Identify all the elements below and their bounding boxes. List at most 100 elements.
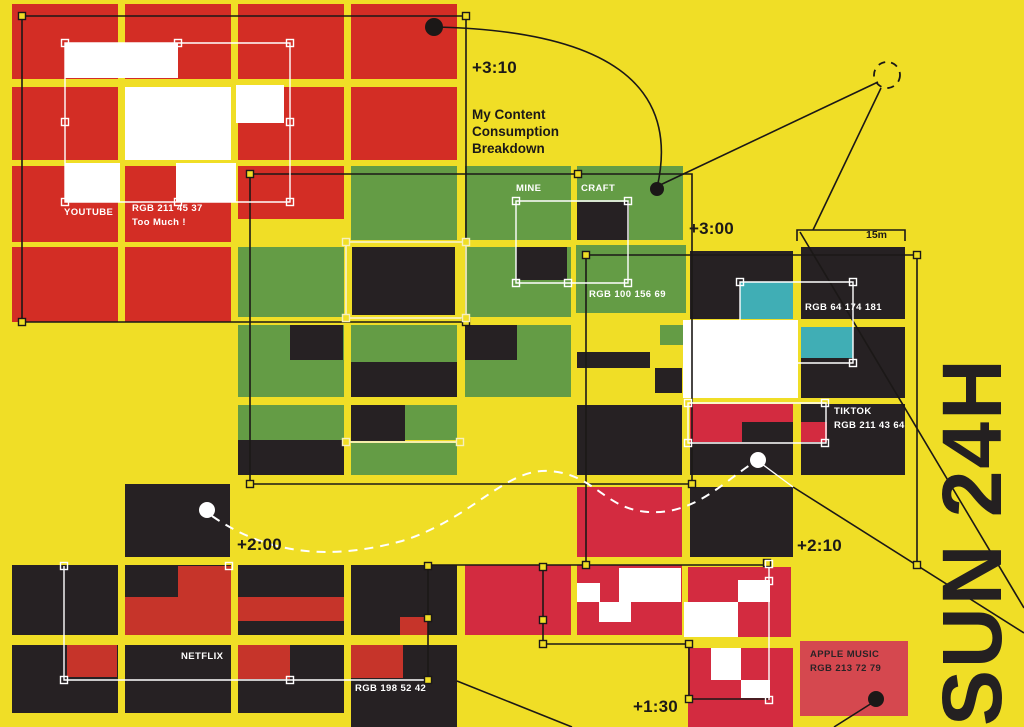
applemusic-label: APPLE MUSIC RGB 213 72 79	[810, 649, 882, 675]
black-dot-marker	[425, 18, 443, 36]
dashed-circle-marker	[873, 61, 901, 89]
selection-handle	[563, 278, 573, 288]
selection-handle	[511, 196, 521, 206]
time-plus-210: +2:10	[797, 536, 842, 555]
selection-handle	[623, 196, 633, 206]
black-dot-marker	[868, 691, 884, 707]
minecraft-tile	[660, 325, 686, 345]
time-plus-200: +2:00	[237, 535, 282, 554]
leader-line	[739, 281, 854, 364]
leader-line	[833, 702, 873, 727]
selection-handle	[173, 197, 183, 207]
selection-handle	[683, 398, 693, 408]
selection-handle	[17, 317, 27, 327]
white-dot-marker	[199, 502, 215, 518]
minecraft-tile	[238, 405, 344, 440]
minecraft-tile	[238, 247, 344, 317]
white-overlay	[619, 568, 681, 602]
black-tile	[465, 325, 517, 360]
leader-line	[64, 42, 291, 203]
netflix-accent	[125, 597, 231, 635]
tiktok-accent	[690, 404, 793, 422]
leader-line	[657, 81, 879, 187]
duration-15m: 15m	[866, 229, 888, 241]
white-overlay	[65, 163, 120, 202]
craft-label: CRAFT	[581, 183, 616, 194]
selection-handle	[224, 561, 234, 571]
selection-handle	[764, 695, 774, 705]
youtube-tile	[12, 247, 118, 322]
white-overlay	[738, 580, 770, 602]
selection-handle	[511, 278, 521, 288]
time-plus-300: +3:00	[689, 219, 734, 238]
white-overlay	[741, 680, 770, 698]
selection-handle	[461, 237, 471, 247]
netflix-label: NETFLIX	[181, 651, 224, 662]
black-tile	[125, 484, 230, 557]
selection-handle	[820, 398, 830, 408]
selection-handle	[455, 437, 465, 447]
selection-handle	[762, 558, 772, 568]
selection-handle	[684, 694, 694, 704]
minecraft-tile	[351, 443, 457, 475]
crimson-tile	[577, 487, 682, 557]
selection-handle	[735, 277, 745, 287]
leader-line	[515, 200, 629, 284]
selection-handle	[59, 675, 69, 685]
black-tile	[516, 247, 567, 280]
youtube-label: YOUTUBE	[64, 207, 114, 218]
selection-handle	[538, 639, 548, 649]
leader-line	[249, 173, 693, 485]
selection-handle	[573, 169, 583, 179]
selection-handle	[285, 197, 295, 207]
tiktok-accent	[801, 422, 827, 442]
selection-handle	[285, 675, 295, 685]
black-tile	[351, 405, 405, 441]
black-tile	[577, 202, 629, 240]
netflix-accent	[238, 645, 290, 679]
selection-handle	[245, 479, 255, 489]
white-overlay	[176, 163, 236, 202]
leader-line	[433, 26, 663, 189]
selection-handle	[285, 38, 295, 48]
netflix-accent	[178, 566, 231, 597]
selection-handle	[848, 358, 858, 368]
selection-handle	[684, 639, 694, 649]
youtube-rgb: RGB 211 45 37 Too Much !	[132, 203, 203, 229]
selection-handle	[538, 562, 548, 572]
time-plus-130: +1:30	[633, 697, 678, 716]
leader-line	[542, 566, 769, 700]
tiktok-accent	[690, 422, 742, 442]
tiktok-label: TIKTOK RGB 211 43 64	[834, 406, 905, 432]
selection-handle	[848, 277, 858, 287]
selection-handle	[764, 559, 774, 569]
leader-line	[799, 231, 1024, 609]
selection-handle	[581, 250, 591, 260]
white-dot-marker	[750, 452, 766, 468]
selection-handle	[423, 675, 433, 685]
minecraft-rgb: RGB 100 156 69	[589, 289, 666, 300]
selection-handle	[538, 615, 548, 625]
leader-line	[345, 241, 467, 319]
white-overlay	[684, 602, 738, 637]
leader-line	[812, 87, 882, 231]
black-tile	[655, 368, 682, 393]
leader-line	[456, 680, 573, 727]
selection-handle	[341, 437, 351, 447]
selection-handle	[59, 561, 69, 571]
teal-tile	[801, 327, 853, 358]
selection-handle	[60, 197, 70, 207]
leader-line	[585, 254, 918, 565]
selection-handle	[17, 11, 27, 21]
selection-handle	[285, 117, 295, 127]
leader-line	[687, 402, 827, 444]
mine-label: MINE	[516, 183, 542, 194]
white-overlay	[599, 602, 631, 622]
netflix-accent	[238, 597, 344, 621]
netflix-tile	[12, 565, 118, 635]
selection-handle	[764, 576, 774, 586]
white-overlay	[236, 85, 284, 123]
selection-handle	[912, 250, 922, 260]
